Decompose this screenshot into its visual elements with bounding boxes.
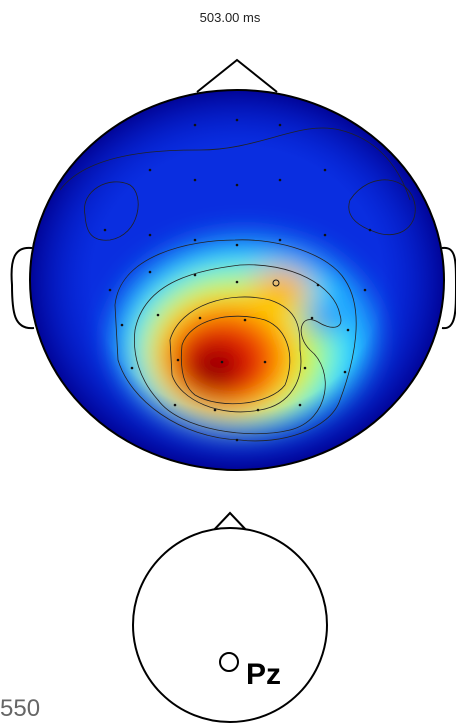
nose [197, 60, 277, 92]
corner-label: 550 [0, 695, 40, 722]
electrode-label: Pz [246, 658, 281, 691]
heat-map [20, 80, 456, 480]
time-label: 503.00 ms [200, 10, 261, 25]
topomap-figure: 503.00 ms [0, 0, 456, 723]
small-head [133, 528, 327, 722]
